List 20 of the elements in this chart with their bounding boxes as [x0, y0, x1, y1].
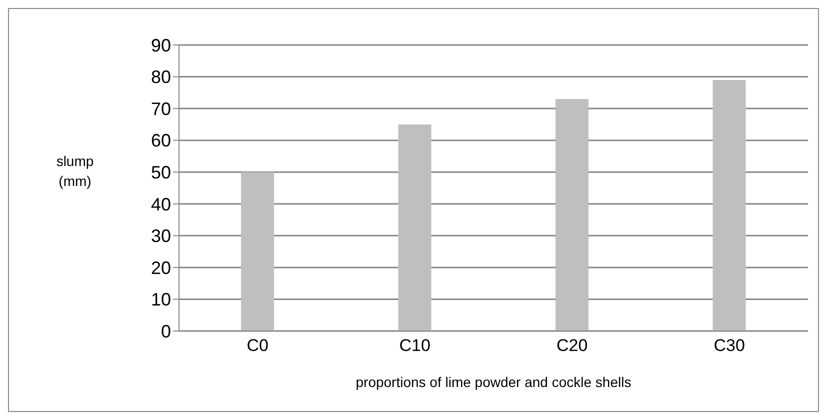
y-tick-label: 20: [150, 258, 171, 278]
y-tick-label: 90: [150, 35, 171, 56]
y-tick-label: 80: [150, 67, 171, 88]
x-tick-label: C0: [246, 336, 268, 356]
x-axis-title: proportions of lime powder and cockle shells: [356, 374, 632, 390]
y-tick-label: 30: [150, 226, 171, 246]
bar: [398, 124, 432, 331]
y-tick-label: 50: [150, 162, 171, 182]
y-tick-label: 10: [150, 290, 171, 310]
bar: [241, 172, 274, 331]
y-tick-label: 0: [160, 321, 171, 342]
y-axis-title: slump (mm): [55, 152, 95, 191]
x-tick-label: C10: [399, 336, 430, 356]
bar: [556, 99, 588, 331]
x-tick-label: C20: [556, 336, 588, 356]
y-tick-label: 40: [150, 194, 171, 214]
bar: [712, 80, 746, 331]
y-tick-label: 60: [150, 130, 171, 151]
y-tick-label: 70: [150, 98, 171, 119]
x-tick-label: C30: [714, 336, 745, 356]
